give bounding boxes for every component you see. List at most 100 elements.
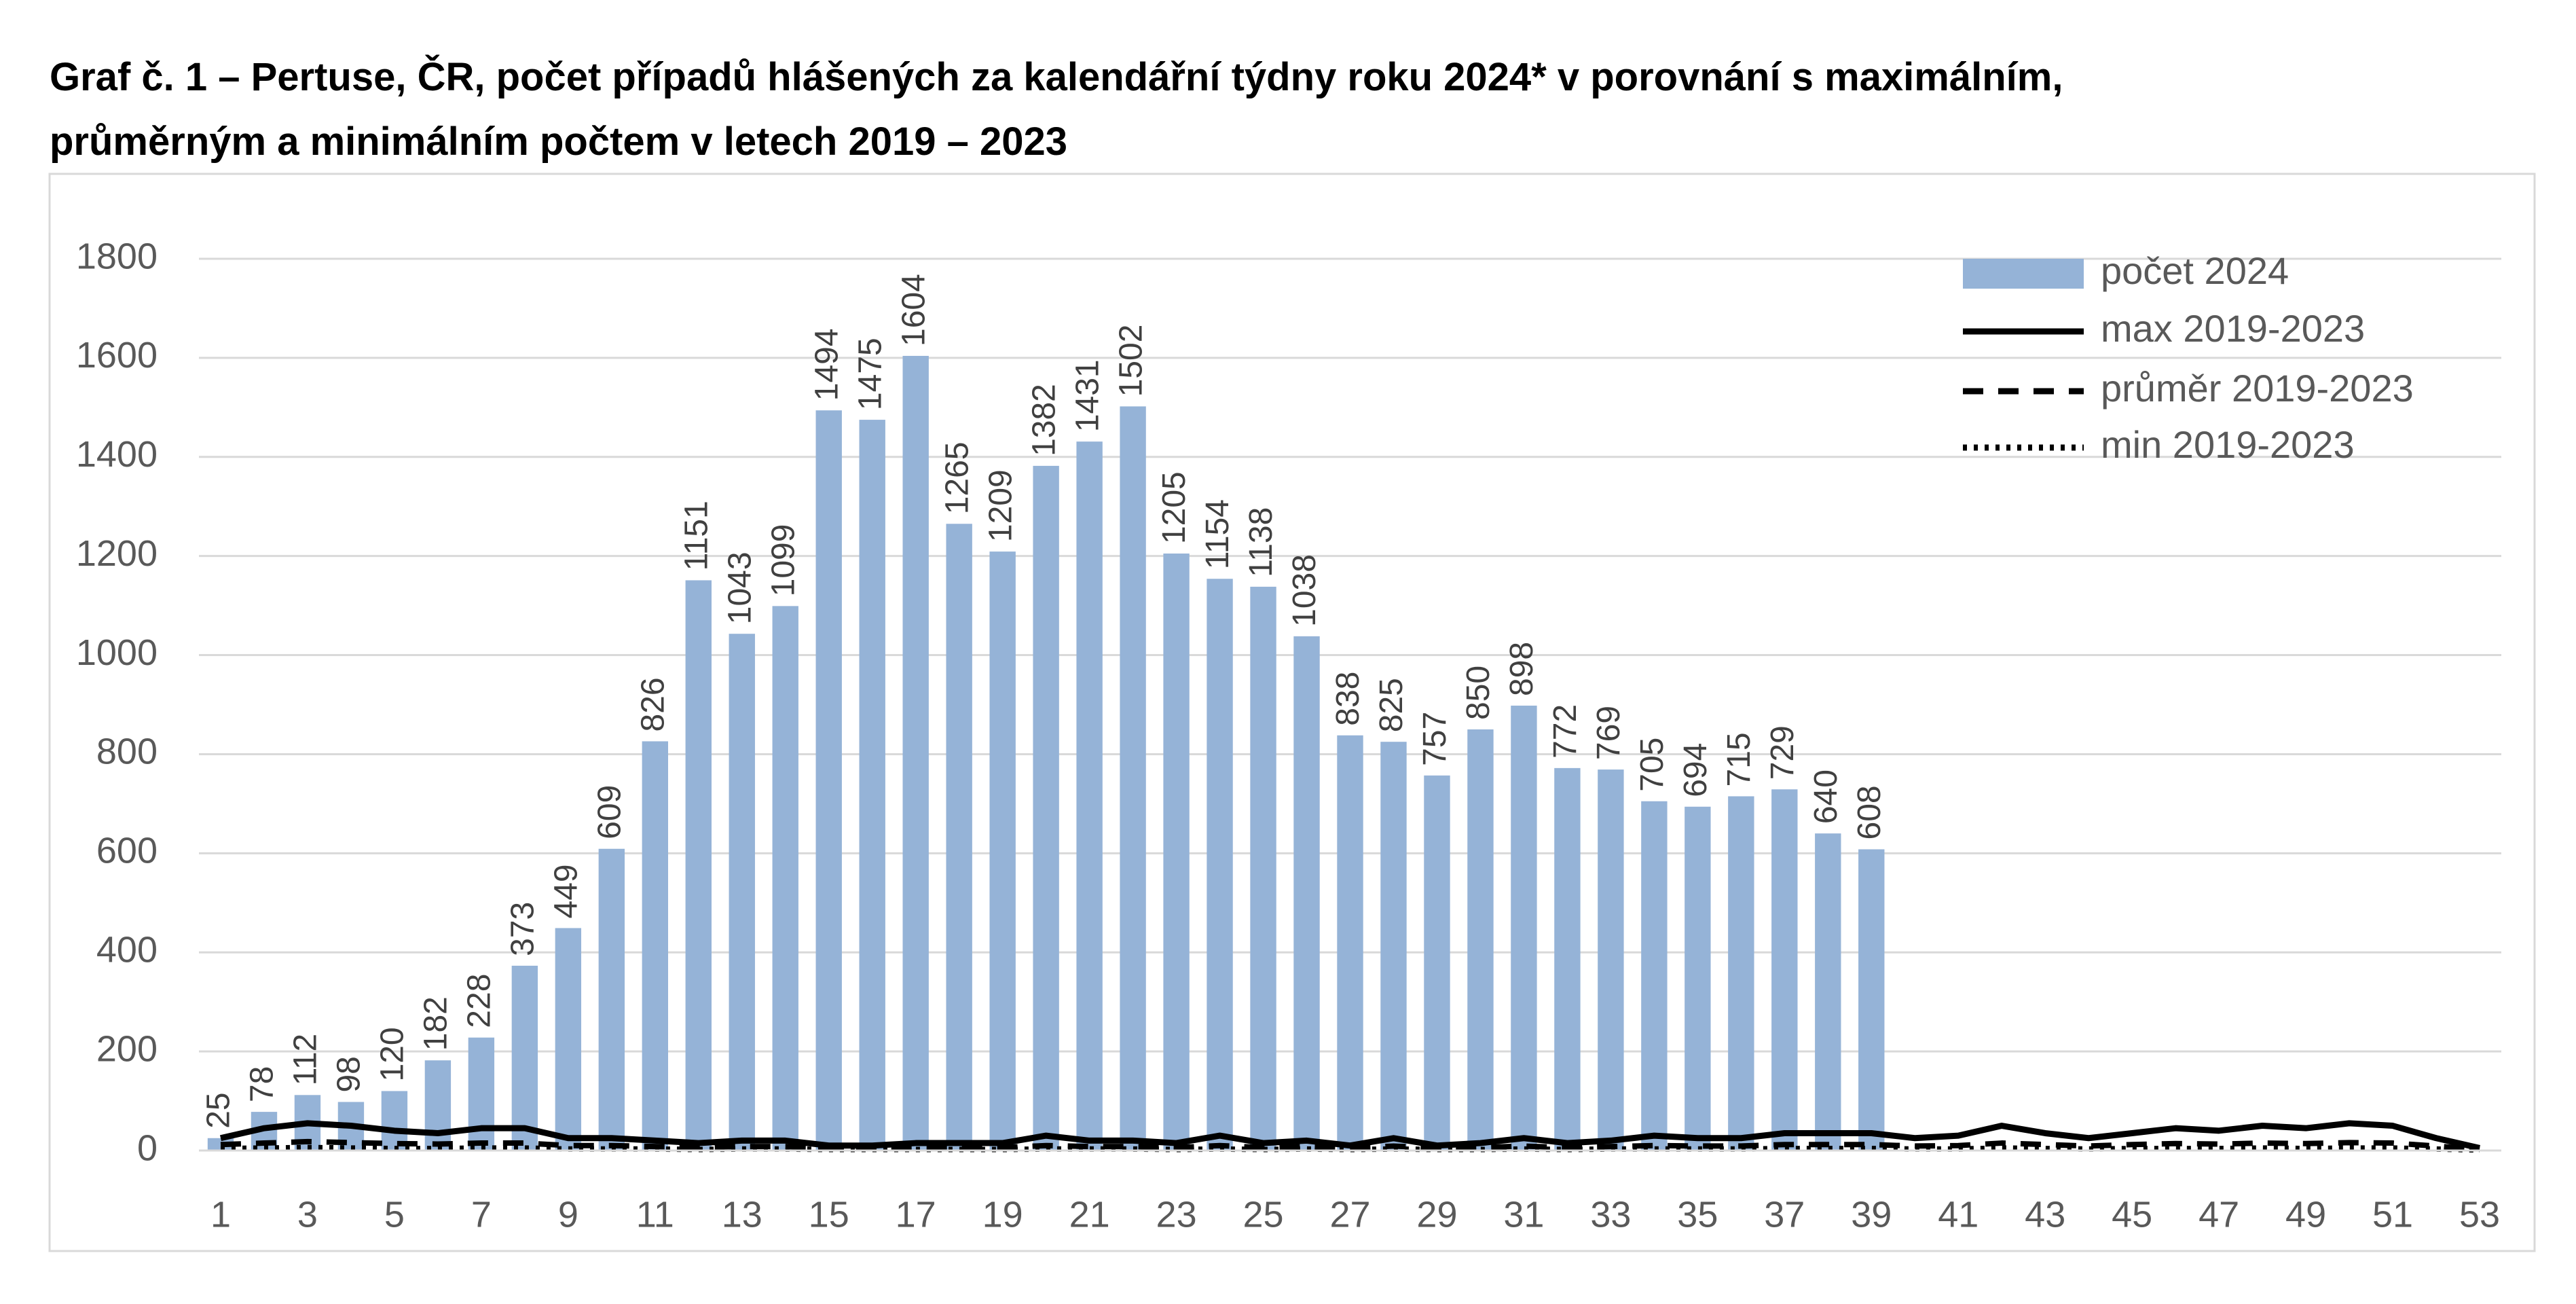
bar [424,1060,452,1151]
y-tick-label: 1200 [76,533,158,574]
x-tick-label: 33 [1590,1194,1631,1235]
x-tick-label: 45 [2112,1194,2152,1235]
bar [1033,465,1059,1151]
data-label: 1475 [852,338,888,410]
data-label: 1209 [982,469,1018,542]
bar [772,606,798,1151]
bar [642,741,668,1151]
bar [468,1037,495,1151]
data-label: 120 [375,1027,411,1081]
data-label: 850 [1460,666,1496,720]
legend-label: počet 2024 [2101,249,2289,292]
bar [859,420,885,1151]
bar [1858,849,1885,1151]
bar [989,551,1016,1151]
bar [381,1091,408,1151]
x-tick-label: 11 [636,1194,674,1235]
chart-title: Graf č. 1 – Pertuse, ČR, počet případů h… [50,55,2063,99]
data-label: 1043 [722,551,758,624]
data-label: 1099 [765,524,801,597]
x-tick-label: 13 [722,1194,762,1235]
data-label: 1154 [1200,499,1236,569]
legend-swatch [1963,259,2084,289]
data-label: 609 [591,785,627,839]
data-label: 373 [505,902,541,956]
data-label: 182 [418,996,454,1051]
data-label: 769 [1591,706,1627,760]
bar [555,928,582,1151]
data-label: 640 [1808,769,1844,824]
chart-frame [48,173,2536,1252]
bar [1293,636,1320,1151]
bar [729,634,755,1151]
x-tick-label: 25 [1243,1194,1283,1235]
bar [815,410,842,1151]
y-tick-label: 1000 [76,632,158,673]
y-tick-label: 1400 [76,434,158,475]
x-tick-label: 5 [384,1194,405,1235]
data-label: 1138 [1243,507,1279,577]
data-label: 838 [1330,672,1366,726]
y-tick-label: 600 [96,831,158,871]
x-tick-label: 39 [1851,1194,1892,1235]
bar [1641,801,1668,1151]
y-tick-label: 1800 [76,236,158,276]
x-tick-label: 51 [2372,1194,2413,1235]
x-tick-label: 37 [1764,1194,1805,1235]
x-tick-label: 27 [1329,1194,1370,1235]
data-label: 1038 [1287,554,1323,627]
y-tick-label: 800 [96,731,158,772]
y-tick-label: 200 [96,1028,158,1069]
x-tick-label: 15 [809,1194,849,1235]
x-tick-label: 21 [1069,1194,1110,1235]
bar [1250,586,1276,1151]
x-tick-label: 41 [1938,1194,1979,1235]
x-tick-label: 53 [2459,1194,2500,1235]
x-tick-label: 1 [210,1194,231,1235]
data-label: 25 [201,1092,237,1128]
bar [685,580,712,1151]
bar [1815,833,1841,1151]
bar [1685,806,1711,1151]
data-label: 1205 [1156,471,1192,544]
y-tick-label: 400 [96,929,158,970]
x-tick-label: 35 [1677,1194,1718,1235]
bar [902,355,929,1151]
bar [1380,742,1407,1151]
x-tick-label: 3 [297,1194,318,1235]
bar [1554,767,1581,1151]
bar [598,848,625,1151]
bar [1337,735,1363,1151]
y-tick-label: 1600 [76,335,158,376]
legend-label: min 2019-2023 [2101,423,2355,466]
bar [511,965,538,1151]
data-label: 772 [1547,704,1583,759]
data-label: 1382 [1026,384,1062,456]
bar [1120,406,1146,1151]
data-label: 78 [244,1066,280,1102]
line [220,1138,2480,1153]
x-tick-label: 29 [1416,1194,1457,1235]
x-tick-label: 43 [2025,1194,2065,1235]
chart-title: průměrným a minimálním počtem v letech 2… [50,120,1067,164]
x-tick-label: 47 [2198,1194,2239,1235]
data-label: 826 [635,677,671,731]
data-label: 1604 [896,274,932,346]
data-label: 228 [462,974,498,1028]
data-label: 825 [1374,678,1410,732]
data-label: 1265 [939,441,975,514]
data-label: 1431 [1069,359,1105,432]
bar [1728,796,1754,1151]
data-label: 729 [1765,725,1801,780]
legend-label: max 2019-2023 [2101,307,2365,350]
x-tick-label: 17 [896,1194,936,1235]
bar [1598,769,1624,1151]
bar [1424,775,1450,1151]
bar [1467,729,1494,1151]
data-label: 715 [1721,732,1757,786]
data-label: 112 [288,1034,324,1086]
x-tick-label: 23 [1156,1194,1197,1235]
bar [1163,554,1190,1151]
